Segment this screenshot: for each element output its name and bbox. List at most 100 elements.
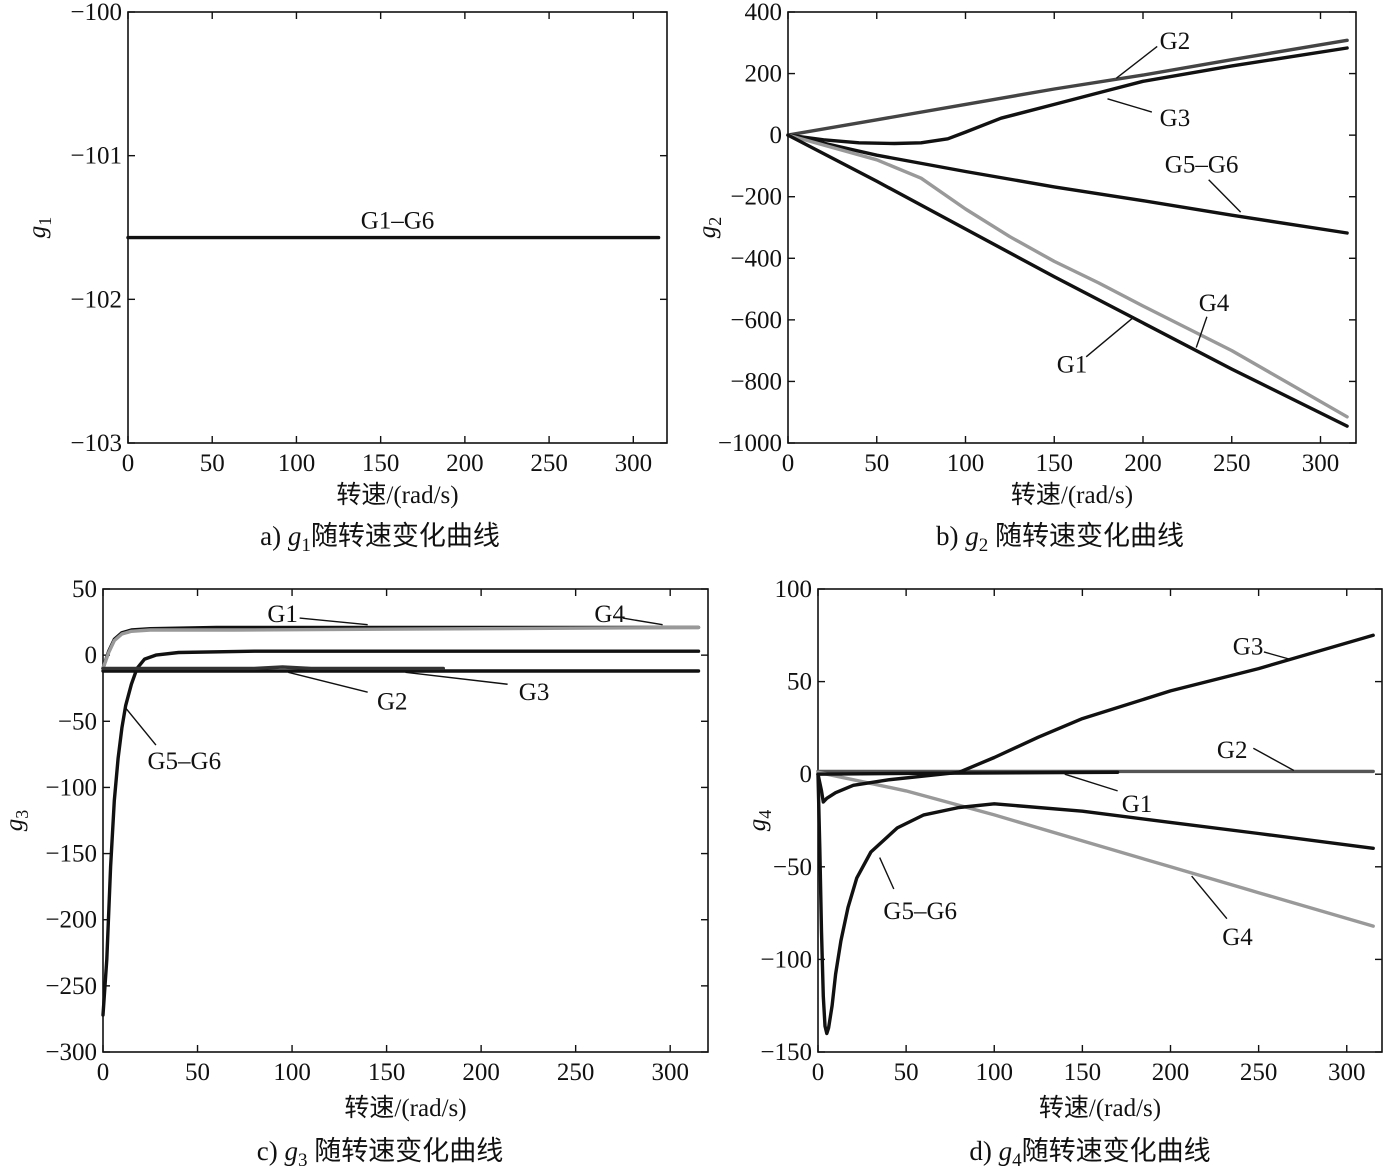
y-axis-var: g [694, 226, 721, 239]
y-axis-var: g [24, 226, 51, 239]
annotation-leader [405, 671, 508, 685]
panel-caption: c) g3 随转速变化曲线 [257, 1136, 503, 1168]
caption-suffix: 随转速变化曲线 [1022, 1136, 1211, 1166]
x-tick-label: 0 [97, 1059, 110, 1086]
y-axis-sub: 2 [705, 217, 725, 226]
series-annotation: G2 [1160, 28, 1191, 55]
series-annotation: G4 [594, 601, 625, 628]
plot-frame [127, 11, 668, 444]
y-tick-label: −200 [730, 184, 782, 211]
x-tick-label: 50 [894, 1059, 919, 1086]
series-annotation: G5–G6 [883, 898, 957, 925]
chart-panel-a: 0 50 100 150 200 250 300 −100 −101 −102 −103 G1–G6 转… [24, 0, 668, 556]
y-tick-label: −300 [45, 1039, 97, 1066]
series-line-g2 [786, 38, 1349, 137]
x-tick-label: 150 [368, 1059, 406, 1086]
x-tick-label: 100 [976, 1059, 1014, 1086]
series-annotation: G4 [1222, 924, 1253, 951]
y-axis-sub: 3 [12, 810, 32, 819]
y-tick-label: −150 [760, 1039, 812, 1066]
panel-caption: d) g4随转速变化曲线 [969, 1136, 1210, 1168]
y-tick-label: 400 [745, 0, 783, 26]
y-tick-label: −100 [70, 0, 122, 26]
caption-suffix: 随转速变化曲线 [988, 521, 1184, 551]
series-line-g3 [816, 633, 1375, 804]
annotation-leader [1208, 179, 1242, 213]
caption-var: g [965, 521, 979, 551]
y-tick-label: −50 [773, 854, 812, 881]
y-axis-sub: 1 [35, 217, 55, 226]
caption-prefix: b) [936, 521, 965, 551]
series-annotation: G2 [377, 688, 408, 715]
y-axis-var: g [1, 819, 28, 832]
annotation-leader [1253, 747, 1295, 772]
panel-caption: a) g1随转速变化曲线 [260, 521, 500, 556]
x-tick-label: 150 [1036, 450, 1074, 477]
caption-sub: 3 [298, 1150, 308, 1168]
series-annotation: G5–G6 [1165, 151, 1239, 178]
series-line-g5-g6 [786, 133, 1349, 235]
panel-caption: b) g2 随转速变化曲线 [936, 521, 1184, 556]
caption-suffix: 随转速变化曲线 [307, 1136, 503, 1166]
y-tick-label: −103 [70, 430, 122, 457]
chart-panel-b: 0 50 100 150 200 250 300 400 200 0 −200 −400 −600 −80… [694, 0, 1357, 556]
annotation-leader [1085, 316, 1135, 358]
x-tick-label: 250 [1213, 450, 1251, 477]
annotation-leader [1191, 875, 1228, 920]
y-tick-label: 0 [770, 122, 783, 149]
annotation-leader [1064, 773, 1118, 792]
y-tick-label: −102 [70, 286, 122, 313]
y-tick-label: 50 [787, 669, 812, 696]
x-tick-label: 50 [200, 450, 225, 477]
y-tick-label: −150 [45, 841, 97, 868]
y-tick-label: −100 [45, 774, 97, 801]
x-tick-label: 300 [615, 450, 653, 477]
y-axis-var: g [744, 819, 771, 832]
annotation-leader [288, 671, 368, 693]
y-tick-label: −50 [58, 708, 97, 735]
series-line-g1 [786, 133, 1349, 428]
y-axis-title: g2 [694, 217, 725, 239]
annotation-leader [125, 707, 157, 746]
series-annotation: G1–G6 [361, 207, 435, 234]
x-tick-label: 250 [557, 1059, 595, 1086]
x-tick-label: 300 [1328, 1059, 1366, 1086]
caption-var: g [288, 521, 302, 551]
y-tick-label: −600 [730, 307, 782, 334]
annotation-leader [622, 617, 663, 626]
x-axis-title: 转速/(rad/s) [1011, 481, 1133, 509]
series-line-g3 [786, 46, 1349, 146]
y-tick-label: −1000 [718, 430, 782, 457]
x-tick-label: 300 [1302, 450, 1340, 477]
series-annotation: G1 [267, 601, 298, 628]
plot-frame [102, 588, 709, 1053]
y-tick-label: −100 [760, 946, 812, 973]
series-line-g4 [101, 625, 701, 671]
series-annotation: G3 [519, 679, 550, 706]
x-tick-label: 150 [1064, 1059, 1102, 1086]
y-axis-title: g3 [1, 810, 32, 832]
y-axis-title: g4 [744, 810, 775, 832]
y-axis-sub: 4 [755, 810, 775, 819]
x-axis-title: 转速/(rad/s) [344, 1094, 466, 1122]
x-tick-label: 50 [185, 1059, 210, 1086]
series-line-g4 [816, 770, 1375, 928]
annotation-leader [1263, 651, 1291, 661]
x-tick-label: 200 [1124, 450, 1162, 477]
series-line-g4 [786, 133, 1349, 419]
y-axis-title: g1 [24, 217, 55, 239]
series-annotation: G1 [1122, 791, 1153, 818]
caption-prefix: d) [969, 1136, 998, 1166]
x-axis-title: 转速/(rad/s) [336, 481, 458, 509]
x-tick-label: 100 [947, 450, 985, 477]
y-tick-label: −101 [70, 143, 122, 170]
x-tick-label: 200 [462, 1059, 500, 1086]
annotation-leader [1115, 45, 1158, 79]
series-line-g5-g6 [101, 649, 701, 1017]
chart-panel-d: 0 50 100 150 200 250 300 100 50 0 −50 −100 −150 G3 G2 G… [744, 576, 1383, 1168]
x-tick-label: 100 [273, 1059, 311, 1086]
caption-suffix: 随转速变化曲线 [311, 521, 500, 551]
series-annotation: G1 [1057, 351, 1088, 378]
x-tick-label: 0 [782, 450, 795, 477]
